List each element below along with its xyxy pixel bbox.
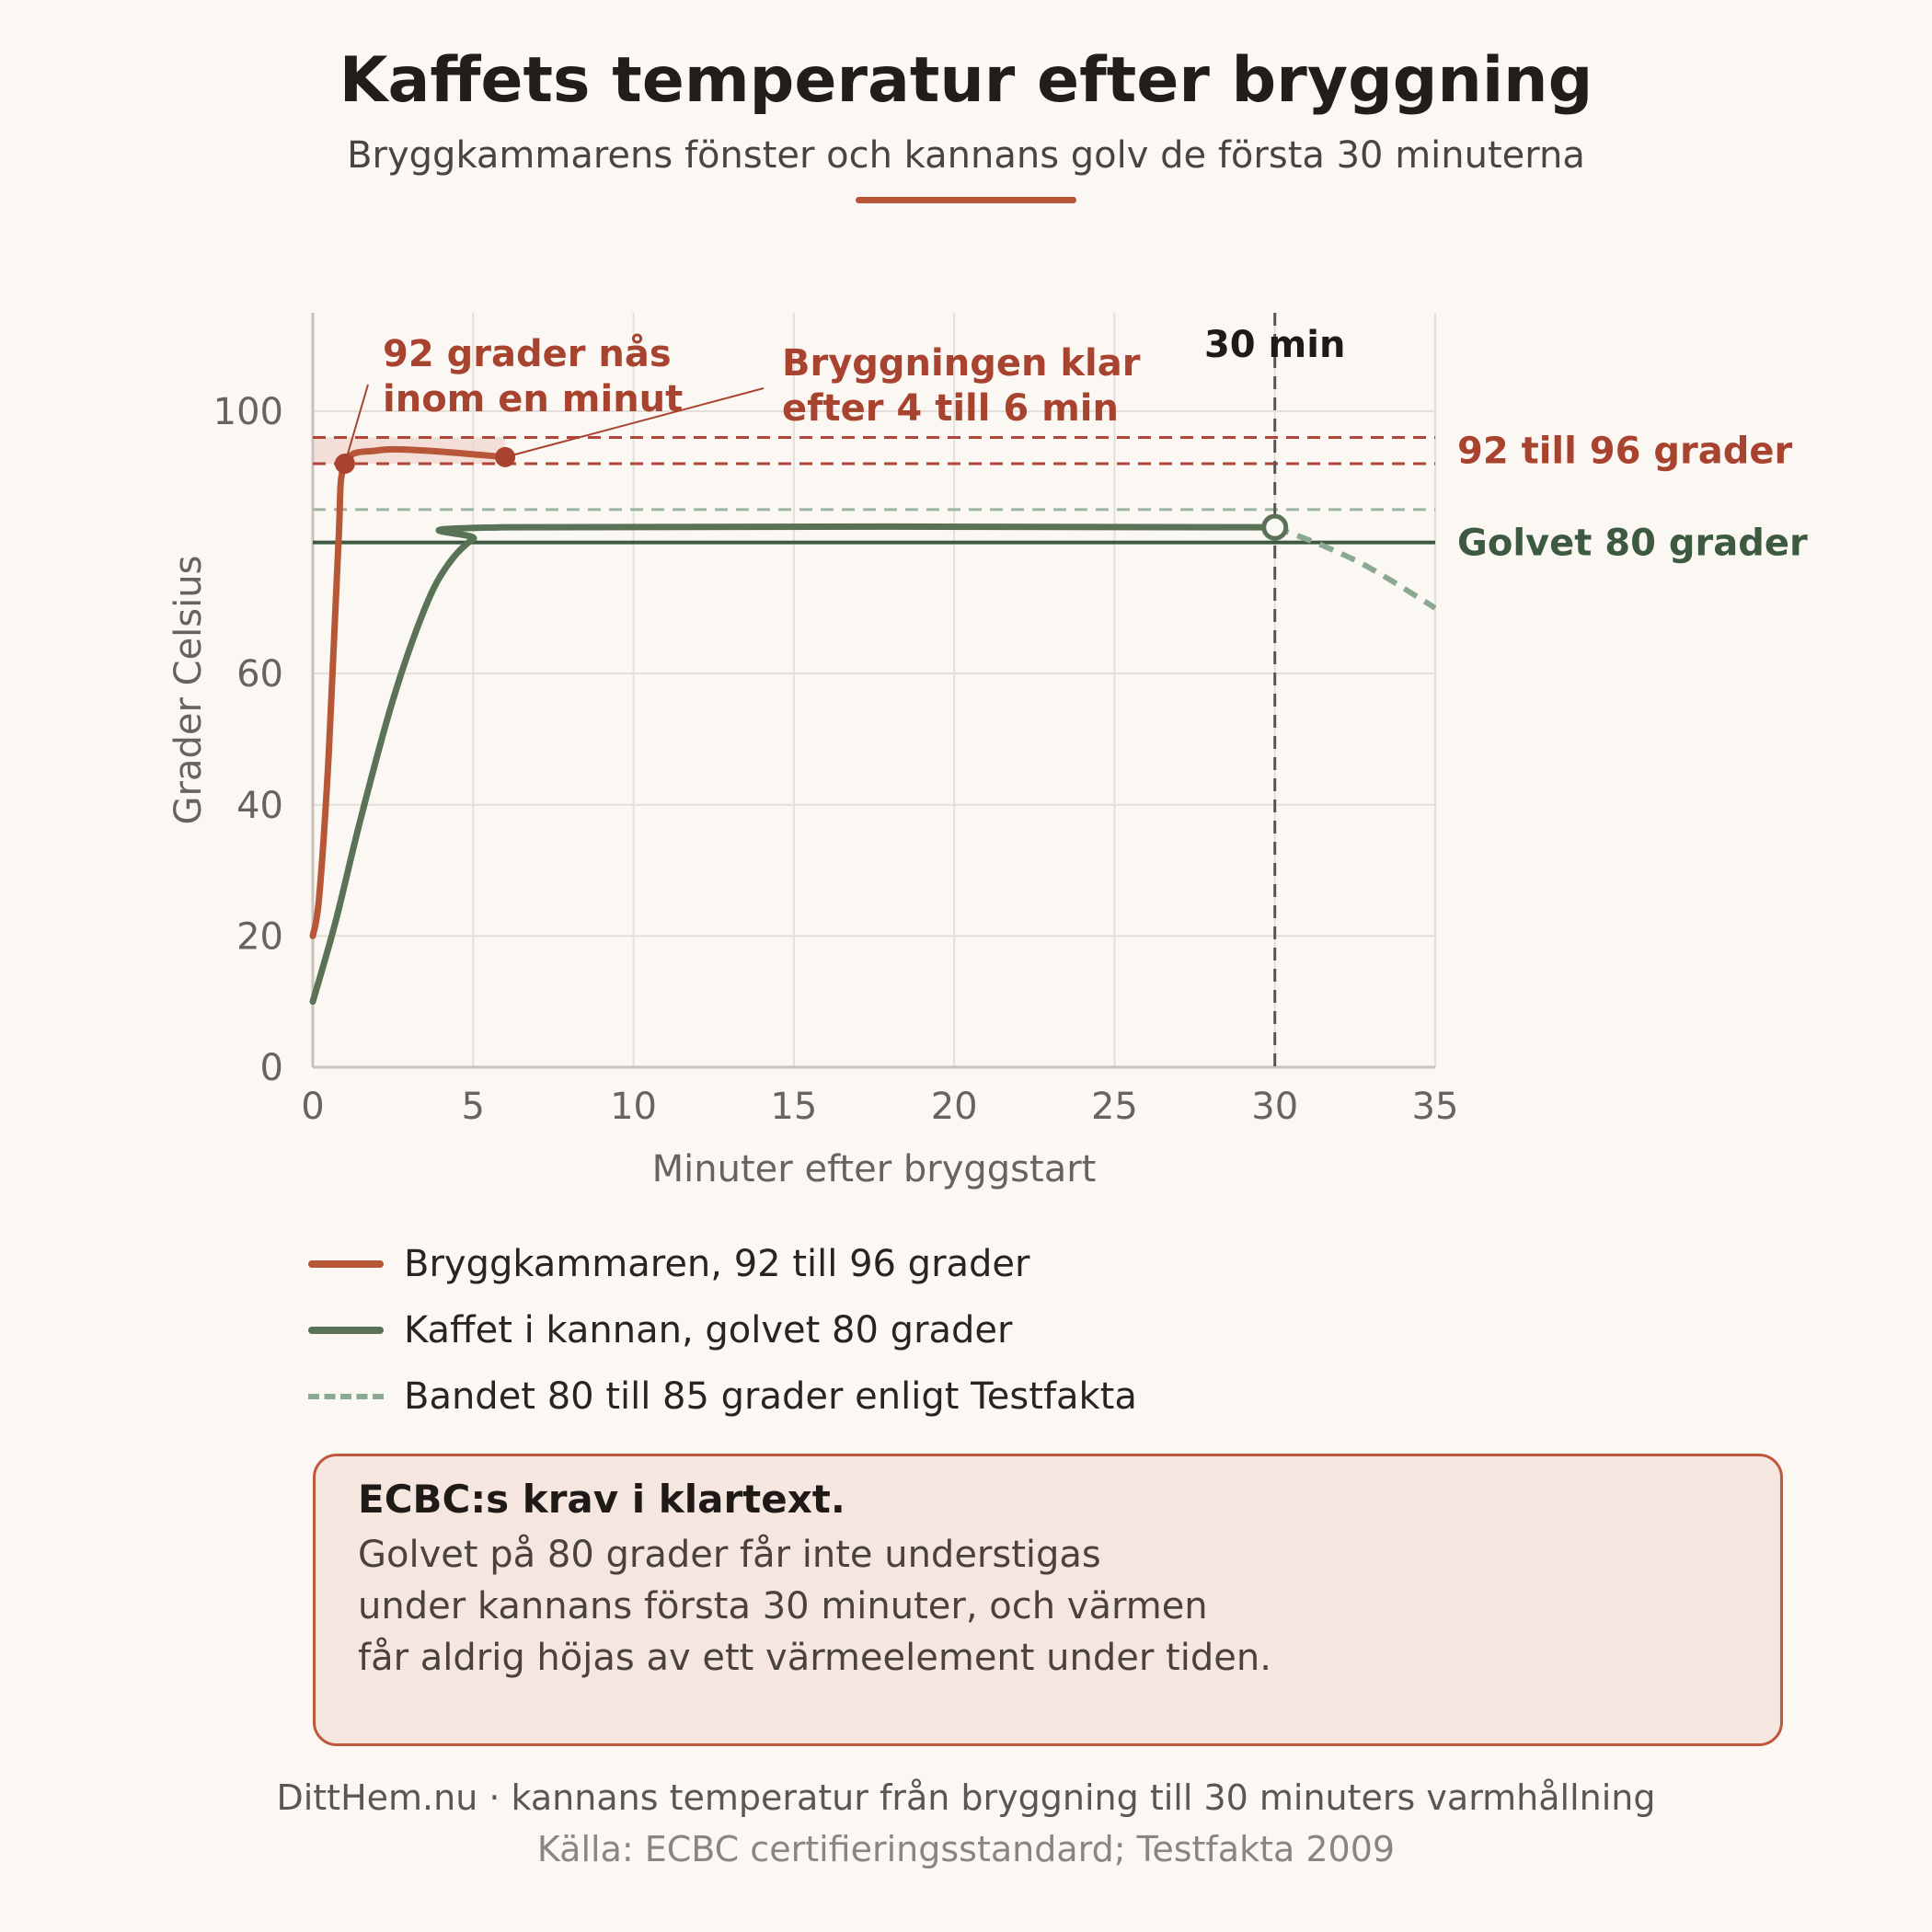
callout-heading: ECBC:s krav i klartext. <box>358 1477 845 1522</box>
callout-line: får aldrig höjas av ett värmeelement und… <box>358 1637 1271 1679</box>
legend: Bryggkammaren, 92 till 96 grader Kaffet … <box>308 1231 1137 1430</box>
chart-subtitle: Bryggkammarens fönster och kannans golv … <box>347 134 1585 177</box>
x-axis-label: Minuter efter bryggstart <box>652 1148 1097 1190</box>
x-tick-label: 5 <box>462 1086 485 1128</box>
legend-label: Bandet 80 till 85 grader enligt Testfakt… <box>404 1375 1137 1418</box>
x-tick-label: 20 <box>931 1086 978 1128</box>
annotation-done-line1: Bryggningen klar <box>782 342 1141 385</box>
x-tick-label: 30 <box>1251 1086 1298 1128</box>
temperature-chart: 0 5 10 15 20 25 30 35 0 20 40 60 100 Minuter efter br… <box>167 313 1808 1190</box>
callout-line: Golvet på 80 grader får inte understigas <box>358 1534 1101 1576</box>
band-label: 92 till 96 grader <box>1457 431 1792 473</box>
footer-credit: DittHem.nu · kannans temperatur från bry… <box>276 1777 1656 1818</box>
legend-swatch-carafe <box>308 1327 384 1334</box>
legend-item: Bryggkammaren, 92 till 96 grader <box>308 1231 1137 1297</box>
x-tick-label: 25 <box>1091 1086 1138 1128</box>
y-tick-label: 60 <box>236 653 283 696</box>
legend-swatch-testfakta-band <box>308 1394 384 1399</box>
series-line-carafe <box>309 523 1279 1006</box>
x-tick-label: 0 <box>301 1086 324 1128</box>
end-point-marker <box>1261 513 1289 541</box>
y-tick-label: 0 <box>260 1047 283 1089</box>
x-tick-label: 15 <box>770 1086 817 1128</box>
callout-line: under kannans första 30 minuter, och vär… <box>358 1585 1208 1627</box>
y-tick-label: 20 <box>236 915 283 958</box>
x-tick-label: 35 <box>1412 1086 1459 1128</box>
series-line-cooldown <box>1273 524 1437 611</box>
y-tick-label: 40 <box>236 785 283 827</box>
vline-label-30-min: 30 min <box>1204 324 1345 366</box>
y-axis-label: Grader Celsius <box>167 556 210 825</box>
legend-item: Bandet 80 till 85 grader enligt Testfakt… <box>308 1363 1137 1430</box>
legend-item: Kaffet i kannan, golvet 80 grader <box>308 1297 1137 1363</box>
annotation-reached-line1: 92 grader nås <box>383 332 672 375</box>
floor-label: Golvet 80 grader <box>1457 523 1808 565</box>
y-tick-label: 100 <box>213 391 283 433</box>
annotation-leader-line <box>504 387 765 458</box>
data-point-marker <box>495 446 516 467</box>
series-line-brew-chamber <box>309 445 509 939</box>
ecbc-callout-box: ECBC:s krav i klartext. Golvet på 80 gra… <box>313 1454 1783 1746</box>
footer-source: Källa: ECBC certifieringsstandard; Testf… <box>536 1829 1396 1869</box>
annotation-leader-line <box>343 384 369 465</box>
annotation-reached-line2: inom en minut <box>383 378 683 420</box>
data-point-marker <box>334 454 355 474</box>
annotation-done-line2: efter 4 till 6 min <box>782 387 1119 430</box>
legend-label: Bryggkammaren, 92 till 96 grader <box>404 1243 1030 1285</box>
legend-swatch-brew-chamber <box>308 1260 384 1268</box>
chart-title: Kaffets temperatur efter bryggning <box>339 44 1593 117</box>
legend-label: Kaffet i kannan, golvet 80 grader <box>404 1309 1013 1351</box>
title-accent-bar <box>856 197 1076 203</box>
x-tick-label: 10 <box>610 1086 657 1128</box>
